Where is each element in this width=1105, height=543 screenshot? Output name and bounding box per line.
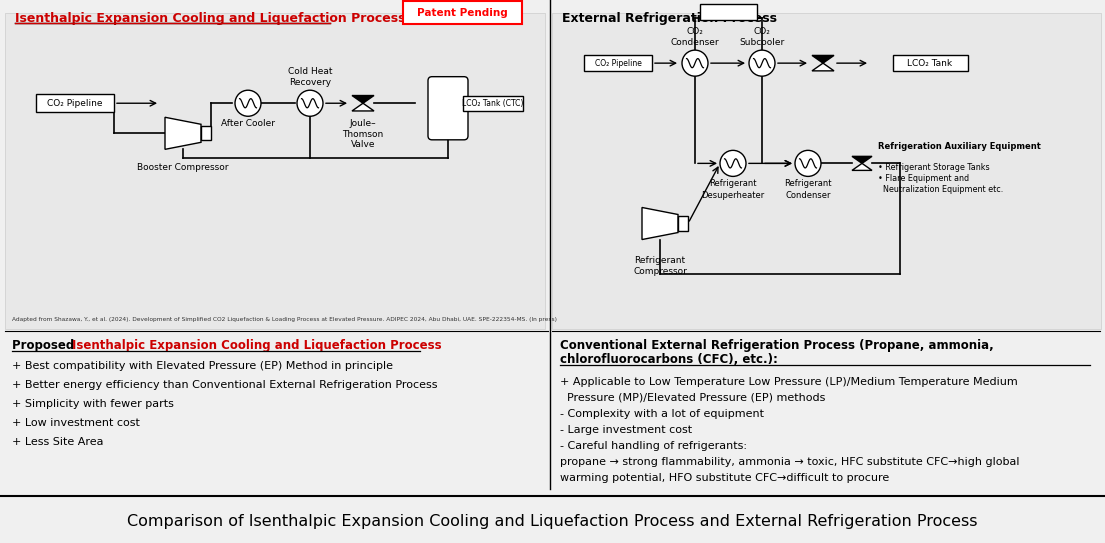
Polygon shape — [852, 163, 872, 171]
Text: LCO₂ Tank (CTC): LCO₂ Tank (CTC) — [462, 99, 524, 108]
Text: warming potential, HFO substitute CFC→difficult to procure: warming potential, HFO substitute CFC→di… — [560, 473, 890, 483]
Polygon shape — [165, 117, 201, 149]
Polygon shape — [352, 96, 373, 103]
FancyBboxPatch shape — [893, 55, 968, 71]
Text: Isenthalpic Expansion Cooling and Liquefaction Process: Isenthalpic Expansion Cooling and Liquef… — [72, 339, 442, 352]
Text: Refrigerant
Condenser: Refrigerant Condenser — [785, 179, 832, 199]
Text: Proposed: Proposed — [12, 339, 78, 352]
Text: propane → strong flammability, ammonia → toxic, HFC substitute CFC→high global: propane → strong flammability, ammonia →… — [560, 457, 1020, 467]
Circle shape — [682, 50, 708, 76]
Text: CO₂
Condenser: CO₂ Condenser — [671, 27, 719, 47]
Text: LCO₂ Tank: LCO₂ Tank — [907, 59, 953, 68]
Text: CO₂
Subcooler: CO₂ Subcooler — [739, 27, 785, 47]
Polygon shape — [852, 156, 872, 163]
Circle shape — [297, 90, 323, 116]
Text: After Cooler: After Cooler — [221, 119, 275, 128]
FancyBboxPatch shape — [678, 217, 688, 231]
Text: Patent Pending: Patent Pending — [417, 8, 507, 18]
Polygon shape — [812, 63, 834, 71]
Polygon shape — [352, 103, 373, 111]
FancyBboxPatch shape — [428, 77, 469, 140]
Text: External Refrigeration Process: External Refrigeration Process — [562, 12, 777, 25]
Polygon shape — [812, 55, 834, 63]
Text: Refrigerant
Compressor: Refrigerant Compressor — [633, 256, 687, 276]
Text: • Flare Equipment and: • Flare Equipment and — [878, 174, 969, 184]
Text: Comparison of Isenthalpic Expansion Cooling and Liquefaction Process and Externa: Comparison of Isenthalpic Expansion Cool… — [127, 514, 977, 528]
Circle shape — [720, 150, 746, 176]
Text: Joule–
Thomson
Valve: Joule– Thomson Valve — [343, 119, 383, 149]
Circle shape — [794, 150, 821, 176]
Text: Pressure (MP)/Elevated Pressure (EP) methods: Pressure (MP)/Elevated Pressure (EP) met… — [560, 393, 825, 403]
Text: Isenthalpic Expansion Cooling and Liquefaction Process: Isenthalpic Expansion Cooling and Liquef… — [15, 12, 406, 25]
FancyBboxPatch shape — [36, 94, 114, 112]
Text: chlorofluorocarbons (CFC), etc.):: chlorofluorocarbons (CFC), etc.): — [560, 353, 778, 366]
Text: Cold Heat
Recovery: Cold Heat Recovery — [287, 67, 333, 87]
Text: Neutralization Equipment etc.: Neutralization Equipment etc. — [878, 185, 1003, 194]
Text: CO₂ Pipeline: CO₂ Pipeline — [594, 59, 641, 68]
FancyBboxPatch shape — [585, 55, 652, 71]
Text: Adapted from Shazawa, Y., et al. (2024). Development of Simplified CO2 Liquefact: Adapted from Shazawa, Y., et al. (2024).… — [12, 317, 557, 322]
Text: + Applicable to Low Temperature Low Pressure (LP)/Medium Temperature Medium: + Applicable to Low Temperature Low Pres… — [560, 377, 1018, 387]
Text: Refrigeration Auxiliary Equipment: Refrigeration Auxiliary Equipment — [878, 142, 1041, 151]
Text: - Careful handling of refrigerants:: - Careful handling of refrigerants: — [560, 441, 747, 451]
Text: CO₂ Pipeline: CO₂ Pipeline — [48, 99, 103, 108]
FancyBboxPatch shape — [699, 4, 757, 20]
FancyBboxPatch shape — [6, 13, 545, 329]
Text: Conventional External Refrigeration Process (Propane, ammonia,: Conventional External Refrigeration Proc… — [560, 339, 993, 352]
Text: + Low investment cost: + Low investment cost — [12, 418, 140, 428]
Polygon shape — [642, 207, 678, 239]
Text: + Less Site Area: + Less Site Area — [12, 437, 104, 447]
Text: + Better energy efficiency than Conventional External Refrigeration Process: + Better energy efficiency than Conventi… — [12, 380, 438, 390]
Text: • Refrigerant Storage Tanks: • Refrigerant Storage Tanks — [878, 163, 990, 172]
Text: + Best compatibility with Elevated Pressure (EP) Method in principle: + Best compatibility with Elevated Press… — [12, 361, 393, 371]
Circle shape — [749, 50, 775, 76]
Circle shape — [235, 90, 261, 116]
FancyBboxPatch shape — [403, 1, 522, 24]
FancyBboxPatch shape — [552, 13, 1101, 329]
Text: Refrigerant
Desuperheater: Refrigerant Desuperheater — [702, 179, 765, 199]
Text: + Simplicity with fewer parts: + Simplicity with fewer parts — [12, 399, 173, 409]
Text: - Large investment cost: - Large investment cost — [560, 425, 692, 435]
FancyBboxPatch shape — [463, 96, 523, 111]
Text: - Complexity with a lot of equipment: - Complexity with a lot of equipment — [560, 409, 764, 419]
Text: Booster Compressor: Booster Compressor — [137, 163, 229, 172]
FancyBboxPatch shape — [201, 127, 211, 140]
